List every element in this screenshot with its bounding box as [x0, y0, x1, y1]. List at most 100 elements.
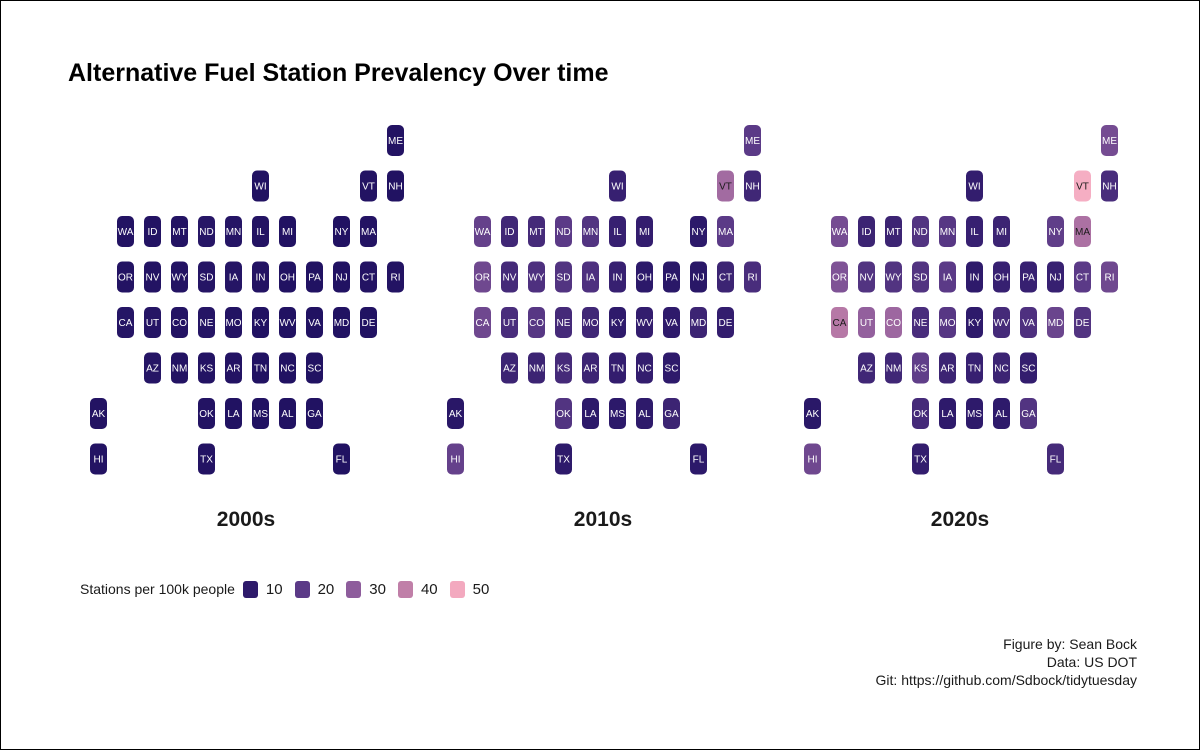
- state-tile-sc: [663, 352, 680, 384]
- state-tile-label: KS: [557, 364, 571, 375]
- state-tile-label: VT: [1076, 182, 1089, 193]
- state-tile-ma: [360, 216, 377, 247]
- state-tile-ia: [582, 261, 599, 293]
- state-tile-label: HI: [451, 455, 461, 466]
- state-tile-label: VA: [308, 318, 321, 329]
- state-tile-mi: [993, 216, 1010, 247]
- state-tile-md: [333, 307, 350, 338]
- state-tile-label: GA: [307, 409, 322, 420]
- state-tile-label: MD: [691, 318, 707, 329]
- state-tile-label: ME: [388, 136, 403, 147]
- state-tile-label: PA: [308, 273, 321, 284]
- state-tile-label: WA: [475, 227, 491, 238]
- state-tile-vt: [360, 170, 377, 202]
- state-tile-label: AL: [995, 409, 1008, 420]
- state-tile-nv: [501, 261, 518, 293]
- state-tile-ny: [690, 216, 707, 247]
- legend-swatch: [346, 580, 362, 598]
- state-tile-label: NY: [1049, 227, 1063, 238]
- state-tile-hi: [90, 443, 107, 475]
- state-tile-ks: [198, 352, 215, 384]
- state-tile-az: [144, 352, 161, 384]
- state-tile-label: MD: [334, 318, 350, 329]
- figure-caption: Figure by: Sean Bock Data: US DOT Git: h…: [876, 635, 1137, 689]
- state-tile-mi: [279, 216, 296, 247]
- state-tile-label: MS: [610, 409, 625, 420]
- state-tile-label: KS: [914, 364, 928, 375]
- state-tile-tx: [555, 443, 572, 475]
- state-tile-ar: [939, 352, 956, 384]
- state-tile-label: ID: [505, 227, 515, 238]
- state-tile-ne: [912, 307, 929, 338]
- state-tile-label: KS: [200, 364, 214, 375]
- state-tile-wa: [117, 216, 134, 247]
- state-tile-nc: [279, 352, 296, 384]
- state-tile-label: SC: [308, 364, 322, 375]
- state-tile-label: IN: [970, 273, 980, 284]
- state-tile-label: NJ: [1049, 273, 1061, 284]
- state-tile-label: MT: [172, 227, 186, 238]
- state-tile-label: CO: [529, 318, 544, 329]
- state-tile-nj: [1047, 261, 1064, 293]
- state-tile-va: [1020, 307, 1037, 338]
- state-tile-label: VA: [1022, 318, 1035, 329]
- state-tile-label: SD: [914, 273, 928, 284]
- state-tile-hi: [804, 443, 821, 475]
- state-tile-ak: [90, 398, 107, 429]
- state-tile-ny: [1047, 216, 1064, 247]
- state-tile-label: CT: [1076, 273, 1089, 284]
- state-tile-ar: [225, 352, 242, 384]
- state-tile-sc: [1020, 352, 1037, 384]
- state-tile-wv: [636, 307, 653, 338]
- state-tile-label: AR: [227, 364, 241, 375]
- state-tile-ny: [333, 216, 350, 247]
- state-tile-me: [387, 125, 404, 156]
- state-tile-label: CA: [476, 318, 490, 329]
- state-tile-ok: [912, 398, 929, 429]
- state-tile-nv: [858, 261, 875, 293]
- state-tile-ct: [1074, 261, 1091, 293]
- state-tile-ms: [252, 398, 269, 429]
- state-tile-ia: [225, 261, 242, 293]
- state-tile-label: WV: [993, 318, 1009, 329]
- state-tile-pa: [306, 261, 323, 293]
- state-tile-or: [117, 261, 134, 293]
- state-tile-mi: [636, 216, 653, 247]
- state-tile-de: [717, 307, 734, 338]
- state-tile-label: NV: [503, 273, 517, 284]
- state-tile-ga: [1020, 398, 1037, 429]
- caption-data-source: Data: US DOT: [1046, 654, 1137, 670]
- state-tile-label: NJ: [692, 273, 704, 284]
- state-tile-al: [993, 398, 1010, 429]
- state-tile-fl: [690, 443, 707, 475]
- state-tile-va: [663, 307, 680, 338]
- state-tile-label: MI: [282, 227, 293, 238]
- state-tile-label: NC: [280, 364, 294, 375]
- state-tile-nj: [690, 261, 707, 293]
- state-tile-label: ND: [913, 227, 927, 238]
- state-tile-label: MS: [967, 409, 982, 420]
- state-tile-label: AR: [941, 364, 955, 375]
- state-tile-label: MN: [583, 227, 599, 238]
- panel-label-2000s: 2000s: [216, 508, 276, 531]
- state-tile-label: CT: [719, 273, 732, 284]
- state-tile-or: [831, 261, 848, 293]
- state-tile-label: SC: [665, 364, 679, 375]
- state-tile-label: IA: [943, 273, 953, 284]
- state-tile-label: OK: [913, 409, 928, 420]
- legend-label: 20: [317, 580, 335, 598]
- tile-map-panel-2010s: ME WI VT NH WA ID MT ND MN IL MI NY MA OR NV WY SD IA IN OH…: [447, 125, 761, 475]
- state-tile-tn: [966, 352, 983, 384]
- state-tile-label: CT: [362, 273, 375, 284]
- state-tile-co: [885, 307, 902, 338]
- state-tile-ut: [858, 307, 875, 338]
- state-tile-sc: [306, 352, 323, 384]
- state-tile-label: RI: [1105, 273, 1115, 284]
- state-tile-label: NH: [1102, 182, 1116, 193]
- state-tile-mt: [528, 216, 545, 247]
- state-tile-label: VT: [362, 182, 375, 193]
- state-tile-label: ND: [556, 227, 570, 238]
- state-tile-label: AK: [449, 409, 463, 420]
- state-tile-ky: [609, 307, 626, 338]
- state-tile-ga: [306, 398, 323, 429]
